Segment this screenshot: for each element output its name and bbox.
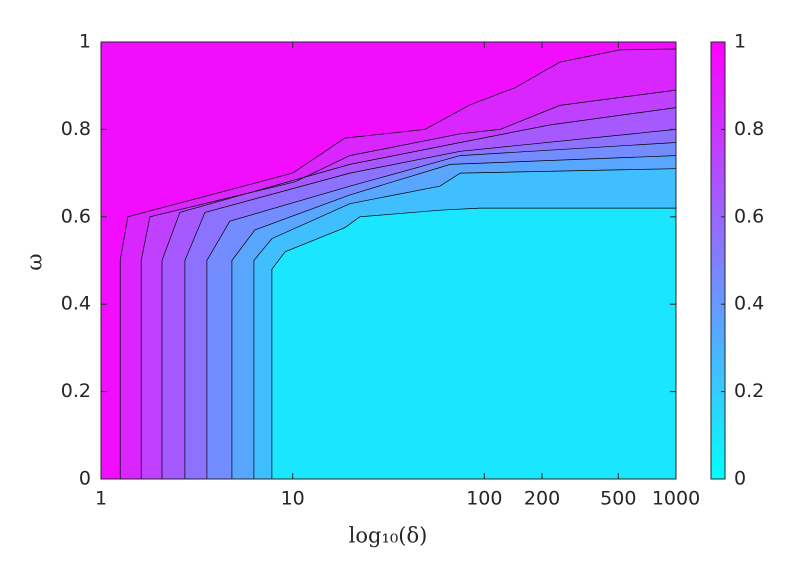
y-tick-label: 0.4 xyxy=(61,293,91,315)
plot-area xyxy=(101,42,676,479)
x-tick-label: 500 xyxy=(600,488,636,510)
contour-line xyxy=(119,48,676,479)
y-tick-label: 0.8 xyxy=(61,118,91,140)
x-axis-label: log₁₀(δ) xyxy=(349,524,428,548)
x-tick-label: 1000 xyxy=(652,488,700,510)
contour-line xyxy=(206,142,676,479)
y-tick-label: 0.2 xyxy=(61,380,91,402)
contour-band xyxy=(271,208,676,479)
contour-line xyxy=(161,107,676,479)
colorbar-tick-label: 0.8 xyxy=(734,118,764,140)
colorbar-tick-label: 1 xyxy=(734,31,746,53)
colorbar-tick-label: 0.6 xyxy=(734,205,764,227)
x-tick-label: 10 xyxy=(281,488,305,510)
y-tick-label: 1 xyxy=(79,31,91,53)
colorbar-tick-label: 0 xyxy=(734,468,746,490)
x-tick-label: 100 xyxy=(466,488,502,510)
x-tick-label: 200 xyxy=(524,488,560,510)
contour-line xyxy=(231,155,676,479)
colorbar xyxy=(710,41,726,480)
colorbar-tick-label: 0.4 xyxy=(734,293,764,315)
y-tick-label: 0.6 xyxy=(61,205,91,227)
y-axis-label: ω xyxy=(23,253,47,270)
colorbar-tick-label: 0.2 xyxy=(734,380,764,402)
y-tick-label: 0 xyxy=(79,468,91,490)
contour-line xyxy=(271,207,676,479)
x-tick-label: 1 xyxy=(95,488,107,510)
axes-box xyxy=(100,41,677,480)
contour-line xyxy=(253,168,676,479)
contour-line xyxy=(140,89,676,479)
contour-line xyxy=(184,129,676,479)
